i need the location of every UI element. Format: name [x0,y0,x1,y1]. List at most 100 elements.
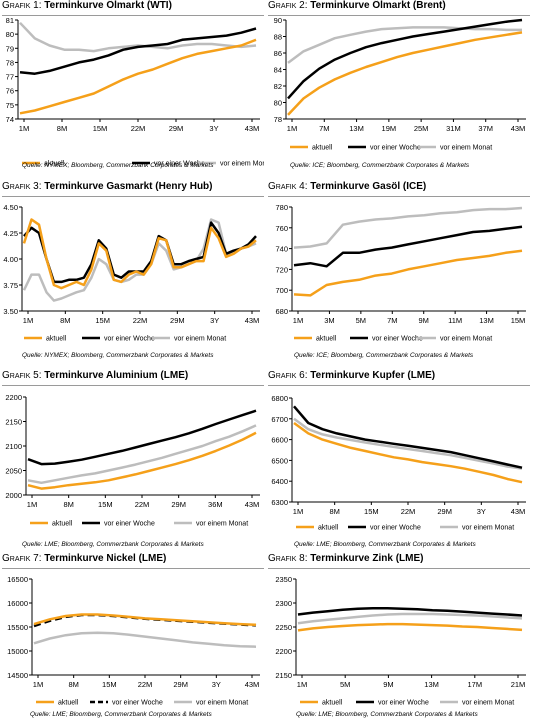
y-tick-label: 90 [274,17,282,25]
x-tick-label: 37M [478,124,493,133]
legend-label: aktuell [316,336,337,343]
x-tick-label: 1M [293,507,303,516]
y-tick-label: 760 [275,224,288,233]
y-tick-label: 2150 [5,418,22,427]
chart-panel-7: Grafik 7: Terminkurve Nickel (LME) 14500… [2,553,264,718]
x-tick-label: 7M [387,316,397,325]
chart-title: Grafik 1: Terminkurve Ölmarkt (WTI) [2,0,172,11]
x-tick-label: 3M [324,316,334,325]
x-tick-label: 11M [448,316,462,325]
legend-label: vor einer Woche [112,700,163,707]
legend-label: vor einem Monat [462,525,514,532]
x-tick-label: 8M [329,507,339,516]
chart-title: Grafik 3: Terminkurve Gasmarkt (Henry Hu… [2,181,213,192]
x-tick-label: 1M [287,124,297,133]
x-tick-label: 8M [63,500,73,509]
legend-label: vor einem Monat [220,161,264,168]
series-line-woche [23,221,257,284]
legend-label: vor einer Woche [370,145,421,152]
legend-label: vor einem Monat [440,145,492,152]
x-tick-label: 3Y [209,124,218,133]
y-tick-label: 2200 [275,647,292,656]
chart-source: Quelle: ICE; Bloomberg, Commerzbank Corp… [294,352,474,359]
x-tick-label: 22M [135,500,150,509]
series-line-monat [293,417,523,470]
y-tick-label: 700 [275,286,288,295]
y-tick-label: 680 [275,307,288,316]
x-tick-label: 7M [319,124,329,133]
series-line-woche [293,405,523,469]
x-tick-label: 8M [68,680,78,689]
y-tick-label: 6700 [271,415,288,424]
legend-label: vor einer Woche [378,700,429,707]
y-tick-label: 6800 [271,394,288,403]
legend-label: vor einem Monat [174,336,226,343]
x-tick-label: 36M [208,500,223,509]
x-tick-label: 22M [133,316,148,325]
legend-label: vor einer Woche [104,521,155,528]
x-tick-label: 9M [383,680,393,689]
x-tick-label: 15M [98,500,113,509]
x-tick-label: 13M [479,316,494,325]
x-tick-label: 43M [245,500,260,509]
x-tick-label: 13M [424,680,439,689]
x-tick-label: 21M [511,680,526,689]
y-tick-label: 2200 [5,393,22,402]
y-tick-label: 16500 [7,575,28,584]
y-tick-label: 14500 [7,671,28,680]
series-line-aktuell [293,249,523,297]
legend-label: vor einem Monat [196,700,248,707]
y-tick-label: 6400 [271,477,288,486]
series-line-woche [19,27,257,75]
x-tick-label: 5M [356,316,366,325]
x-tick-label: 25M [414,124,429,133]
series-line-monat [293,206,523,249]
chart-panel-5: Grafik 5: Terminkurve Aluminium (LME) 20… [2,370,264,548]
chart-source: Quelle: NYMEX; Bloomberg, Commerzbank Co… [22,162,214,169]
chart-panel-6: Grafik 6: Terminkurve Kupfer (LME) 6300 6… [268,370,530,548]
x-tick-label: 1M [27,500,37,509]
series-line-woche [297,607,523,617]
y-tick-label: 3.50 [3,307,18,316]
y-tick-label: 6300 [271,498,288,507]
chart-source: Quelle: LME; Bloomberg, Commerzbank Corp… [22,541,204,548]
chart-source: Quelle: LME; Bloomberg, Commerzbank Corp… [296,711,478,718]
x-tick-label: 1M [293,316,303,325]
y-tick-label: 2250 [275,623,292,632]
y-tick-label: 2050 [5,467,22,476]
x-tick-label: 22M [131,124,146,133]
legend-label: aktuell [312,145,333,152]
y-tick-label: 82 [274,82,282,91]
chart-title: Grafik 4: Terminkurve Gasöl (ICE) [268,181,427,192]
title-rule [268,15,530,16]
x-tick-label: 3Y [210,316,219,325]
legend-label: aktuell [318,525,339,532]
legend-label: vor einer Woche [370,525,421,532]
x-tick-label: 15M [95,316,110,325]
y-tick-label: 2350 [275,575,292,584]
legend-label: aktuell [46,336,67,343]
legend-label: vor einem Monat [196,521,248,528]
x-tick-label: 3Y [477,507,486,516]
legend-label: aktuell [58,700,79,707]
y-tick-label: 2000 [5,491,22,500]
legend-label: aktuell [52,521,73,528]
y-tick-label: 740 [275,245,288,254]
chart-panel-2: Grafik 2: Terminkurve Ölmarkt (Brent) 78… [268,0,530,178]
series-line-aktuell [33,613,257,627]
x-tick-label: 3Y [212,680,221,689]
x-tick-label: 29M [170,316,185,325]
chart-source: Quelle: NYMEX; Bloomberg, Commerzbank Co… [22,352,214,359]
y-tick-label: 3.75 [3,281,18,290]
y-tick-label: 780 [275,203,288,212]
series-line-monat [297,612,523,625]
series-line-aktuell [22,218,257,290]
x-tick-label: 31M [446,124,461,133]
chart-source: Quelle: LME; Bloomberg, Commerzbank Corp… [294,541,476,548]
series-line-aktuell [293,421,523,484]
series-line-monat [33,631,257,648]
chart-panel-8: Grafik 8: Terminkurve Zink (LME) 2150 220… [268,553,530,718]
x-tick-label: 29M [173,680,188,689]
y-tick-label: 2100 [5,442,22,451]
x-tick-label: 19M [382,124,397,133]
